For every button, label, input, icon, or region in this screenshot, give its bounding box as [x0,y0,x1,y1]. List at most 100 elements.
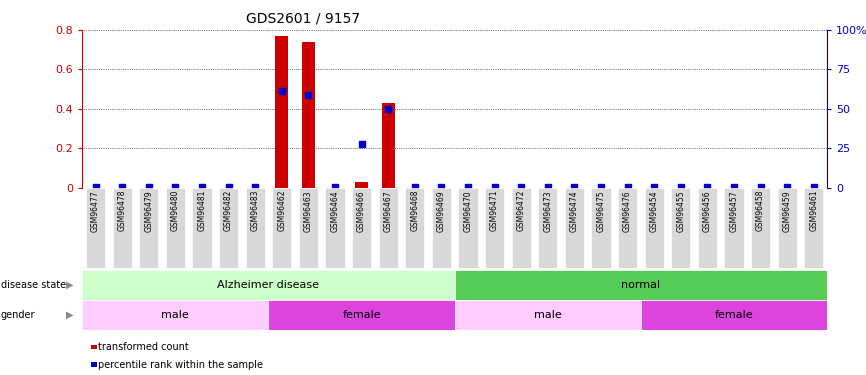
Text: GSM96458: GSM96458 [756,190,765,231]
Text: male: male [161,310,190,320]
Point [461,183,475,189]
Text: GSM96475: GSM96475 [597,190,605,231]
Text: GSM96477: GSM96477 [91,190,100,231]
Text: GSM96454: GSM96454 [650,190,659,231]
Bar [455,270,827,300]
Bar [82,270,455,300]
Bar [82,300,268,330]
FancyBboxPatch shape [698,188,717,268]
Text: female: female [714,310,753,320]
FancyBboxPatch shape [326,188,345,268]
FancyBboxPatch shape [458,188,477,268]
Text: GSM96469: GSM96469 [436,190,446,231]
Text: GSM96463: GSM96463 [304,190,313,231]
FancyBboxPatch shape [86,188,105,268]
Point [621,183,635,189]
FancyBboxPatch shape [618,188,637,268]
FancyBboxPatch shape [644,188,663,268]
FancyBboxPatch shape [724,188,744,268]
FancyBboxPatch shape [299,188,318,268]
Text: GSM96468: GSM96468 [410,190,419,231]
Text: GSM96457: GSM96457 [729,190,739,231]
Point [435,183,449,189]
FancyBboxPatch shape [805,188,824,268]
Text: GSM96455: GSM96455 [676,190,685,231]
FancyBboxPatch shape [565,188,584,268]
Point [275,88,288,94]
FancyBboxPatch shape [751,188,770,268]
Point [328,183,342,189]
FancyBboxPatch shape [352,188,372,268]
FancyBboxPatch shape [591,188,611,268]
Text: GSM96478: GSM96478 [118,190,126,231]
Text: GSM96459: GSM96459 [783,190,792,231]
FancyBboxPatch shape [378,188,397,268]
Text: transformed count: transformed count [98,342,189,352]
Bar [355,182,368,188]
Text: ▶: ▶ [66,310,74,320]
FancyBboxPatch shape [671,188,690,268]
FancyBboxPatch shape [432,188,451,268]
Text: GSM96482: GSM96482 [224,190,233,231]
Text: female: female [342,310,381,320]
Text: GSM96483: GSM96483 [250,190,260,231]
Point [168,183,182,189]
Bar [301,42,315,188]
Point [701,183,714,189]
FancyBboxPatch shape [246,188,265,268]
Point [647,183,661,189]
FancyBboxPatch shape [538,188,558,268]
Text: ▶: ▶ [66,280,74,290]
Text: GSM96481: GSM96481 [197,190,206,231]
Point [115,183,129,189]
Point [807,183,821,189]
Point [195,183,209,189]
FancyBboxPatch shape [512,188,531,268]
Point [540,183,554,189]
Bar [275,36,288,188]
Point [142,183,156,189]
FancyBboxPatch shape [165,188,185,268]
Text: Alzheimer disease: Alzheimer disease [217,280,320,290]
Text: male: male [533,310,562,320]
Point [408,183,422,189]
Text: GSM96461: GSM96461 [809,190,818,231]
FancyBboxPatch shape [405,188,424,268]
Point [381,106,395,112]
Text: normal: normal [621,280,661,290]
Text: GSM96464: GSM96464 [331,190,339,231]
FancyBboxPatch shape [139,188,158,268]
Text: GSM96474: GSM96474 [570,190,578,231]
Text: GSM96467: GSM96467 [384,190,392,231]
FancyBboxPatch shape [778,188,797,268]
Point [514,183,528,189]
Point [674,183,688,189]
Bar [641,300,827,330]
Point [753,183,767,189]
Bar [455,300,641,330]
Point [301,92,315,98]
Text: GSM96471: GSM96471 [490,190,499,231]
Point [780,183,794,189]
Bar [382,103,395,188]
Point [488,183,501,189]
Point [222,183,236,189]
Text: GSM96456: GSM96456 [703,190,712,231]
Text: disease state: disease state [1,280,66,290]
FancyBboxPatch shape [113,188,132,268]
Text: percentile rank within the sample: percentile rank within the sample [98,360,263,369]
Point [727,183,740,189]
Point [354,141,368,147]
FancyBboxPatch shape [272,188,291,268]
Text: GSM96476: GSM96476 [623,190,632,231]
Point [594,183,608,189]
Text: GSM96480: GSM96480 [171,190,180,231]
Point [249,183,262,189]
FancyBboxPatch shape [219,188,238,268]
Text: GDS2601 / 9157: GDS2601 / 9157 [246,11,360,25]
Text: GSM96472: GSM96472 [517,190,526,231]
Point [88,183,102,189]
Point [567,183,581,189]
Text: GSM96466: GSM96466 [357,190,366,231]
Text: gender: gender [1,310,36,320]
